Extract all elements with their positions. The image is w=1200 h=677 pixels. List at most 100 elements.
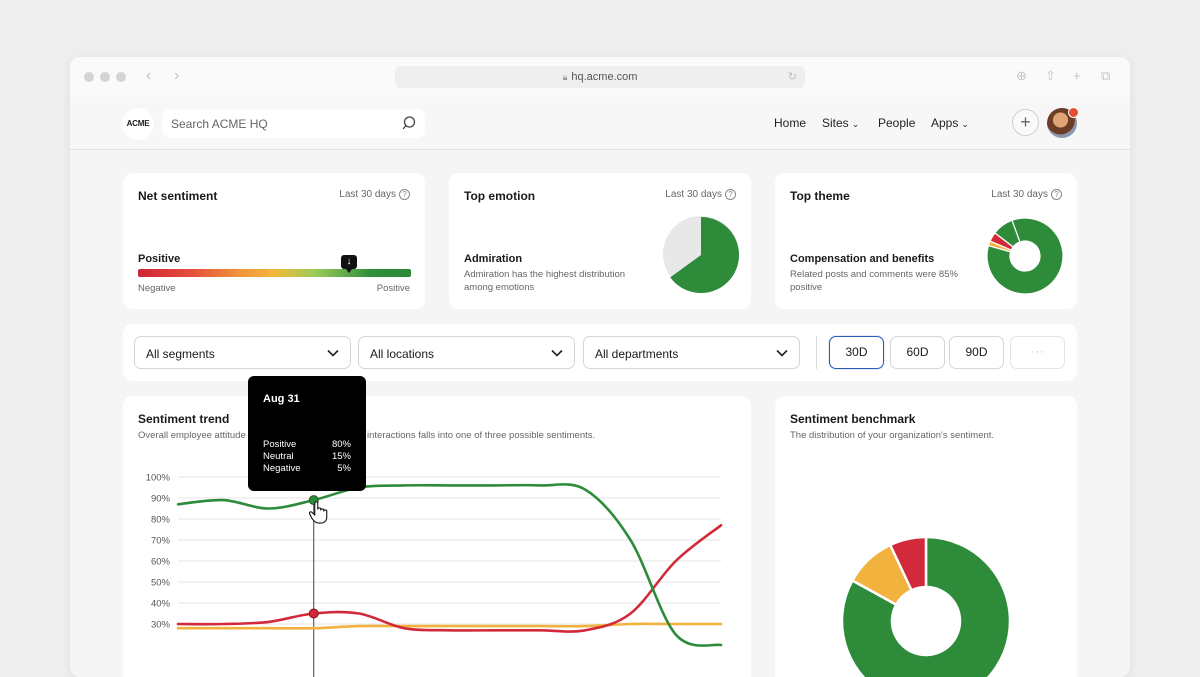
y-tick-label: 80% [151, 515, 171, 526]
benchmark-slice-negative [888, 535, 928, 592]
share-icon[interactable]: ⇧ [1045, 68, 1056, 83]
notification-badge [1068, 107, 1079, 118]
net-sentiment-card: Net sentiment Last 30 days? Positive ↓ N… [123, 173, 425, 309]
nav-home[interactable]: Home [774, 116, 807, 130]
period-text: Last 30 days [991, 189, 1048, 200]
y-tick-label: 70% [151, 536, 171, 547]
theme-description: Related posts and comments were 85% posi… [790, 269, 958, 293]
card-title: Top theme [790, 189, 850, 203]
tooltip-row-negative: Negative 5% [263, 463, 351, 474]
hand-cursor-icon [308, 501, 328, 524]
y-tick-label: 90% [151, 494, 171, 505]
divider [816, 336, 817, 369]
series-line-positive [176, 483, 723, 647]
filter-bar: All segments All locations All departmen… [123, 324, 1077, 381]
y-tick-label: 40% [151, 599, 171, 610]
acme-logo[interactable]: ACME [122, 108, 154, 140]
window-minimize-dot[interactable] [100, 72, 110, 82]
search-icon[interactable] [401, 115, 417, 131]
tooltip-value: 80% [331, 439, 351, 450]
benchmark-subtitle: The distribution of your organization's … [790, 430, 995, 441]
y-tick-label: 60% [151, 557, 171, 568]
nav-sites[interactable]: Sites ⌄ [822, 116, 859, 130]
nav-apps-label: Apps [931, 116, 959, 130]
y-tick-label: 50% [151, 578, 171, 589]
tooltip-value: 5% [337, 463, 351, 474]
browser-toolbar: ‹ › 🔒︎ hq.acme.com ↻ ⊕ ⇧ + ⧉ [70, 57, 1130, 98]
sentiment-trend-chart: 100% 90% 80% 70% 60% 50% 40% 30% [146, 473, 723, 677]
search-input[interactable]: Search ACME HQ [162, 109, 425, 138]
arrow-down-icon: ↓ [341, 255, 357, 273]
nav-apps[interactable]: Apps ⌄ [931, 116, 969, 130]
browser-window: ‹ › 🔒︎ hq.acme.com ↻ ⊕ ⇧ + ⧉ ACME Search … [70, 57, 1130, 677]
card-title: Net sentiment [138, 189, 218, 203]
emotion-pie-chart [663, 216, 739, 293]
tooltip-label: Neutral [263, 451, 294, 462]
add-button[interactable]: + [1012, 109, 1039, 136]
lock-icon: 🔒︎ [562, 72, 568, 82]
top-theme-card: Top theme Last 30 days? Compensation and… [775, 173, 1077, 309]
departments-dropdown[interactable]: All departments [583, 336, 800, 369]
chevron-down-icon [776, 349, 788, 357]
help-icon[interactable]: ? [1051, 189, 1062, 200]
theme-slice-positive [986, 217, 1064, 295]
negative-point[interactable] [308, 608, 319, 619]
emotion-value: Admiration [464, 253, 523, 265]
segments-dropdown[interactable]: All segments [134, 336, 351, 369]
download-icon[interactable]: ⊕ [1016, 68, 1027, 83]
more-periods-button[interactable]: ··· [1010, 336, 1065, 369]
tabs-overview-icon[interactable]: ⧉ [1101, 68, 1111, 83]
theme-value: Compensation and benefits [790, 253, 935, 265]
chevron-down-icon [551, 349, 563, 357]
segments-label: All segments [146, 347, 215, 361]
tooltip-date: Aug 31 [263, 393, 300, 405]
tooltip-row-positive: Positive 80% [263, 439, 351, 450]
chevron-down-icon [327, 349, 339, 357]
period-label: Last 30 days? [665, 189, 736, 200]
period-60d-button[interactable]: 60D [890, 336, 945, 369]
period-90d-button[interactable]: 90D [949, 336, 1004, 369]
card-title: Top emotion [464, 189, 536, 203]
card-title: Sentiment trend [138, 412, 230, 426]
departments-label: All departments [595, 347, 679, 361]
nav-sites-label: Sites [822, 116, 849, 130]
sentiment-benchmark-card: Sentiment benchmark The distribution of … [775, 396, 1077, 677]
y-tick-label: 30% [151, 620, 171, 631]
sentiment-trend-card: Sentiment trend Overall employee attitud… [123, 396, 751, 677]
window-zoom-dot[interactable] [116, 72, 126, 82]
search-placeholder: Search ACME HQ [171, 117, 268, 131]
top-emotion-card: Top emotion Last 30 days? Admiration Adm… [449, 173, 751, 309]
period-label: Last 30 days? [339, 189, 410, 200]
sentiment-gradient-bar [138, 269, 411, 277]
forward-arrow-icon[interactable]: › [174, 67, 180, 84]
admiration-slice [670, 217, 739, 293]
scale-min-label: Negative [138, 283, 176, 294]
address-bar[interactable]: 🔒︎ hq.acme.com ↻ [395, 66, 805, 88]
avatar[interactable] [1047, 107, 1079, 138]
app-header: ACME Search ACME HQ Home Sites ⌄ People A… [70, 97, 1130, 150]
tooltip-row-neutral: Neutral 15% [263, 451, 351, 462]
chevron-down-icon: ⌄ [851, 119, 860, 129]
sentiment-value: Positive [138, 253, 181, 265]
back-arrow-icon[interactable]: ‹ [146, 67, 152, 84]
benchmark-donut-chart [840, 535, 1012, 677]
help-icon[interactable]: ? [725, 189, 736, 200]
chart-tooltip: Aug 31 Positive 80% Neutral 15% Negative… [248, 376, 366, 491]
window-close-dot[interactable] [84, 72, 94, 82]
series-line-negative [176, 524, 723, 633]
scale-max-label: Positive [376, 283, 410, 294]
url-text: hq.acme.com [571, 71, 638, 83]
new-tab-icon[interactable]: + [1073, 68, 1081, 83]
trend-subtitle-left: Overall employee attitude [138, 430, 246, 441]
card-title: Sentiment benchmark [790, 412, 916, 426]
locations-dropdown[interactable]: All locations [358, 336, 575, 369]
help-icon[interactable]: ? [399, 189, 410, 200]
series-line-neutral [176, 622, 723, 630]
reload-icon[interactable]: ↻ [787, 71, 797, 83]
tooltip-value: 15% [331, 451, 351, 462]
tooltip-label: Positive [263, 439, 297, 450]
period-30d-button[interactable]: 30D [829, 336, 884, 369]
period-text: Last 30 days [665, 189, 722, 200]
theme-donut-chart [986, 217, 1064, 295]
nav-people[interactable]: People [878, 116, 916, 130]
